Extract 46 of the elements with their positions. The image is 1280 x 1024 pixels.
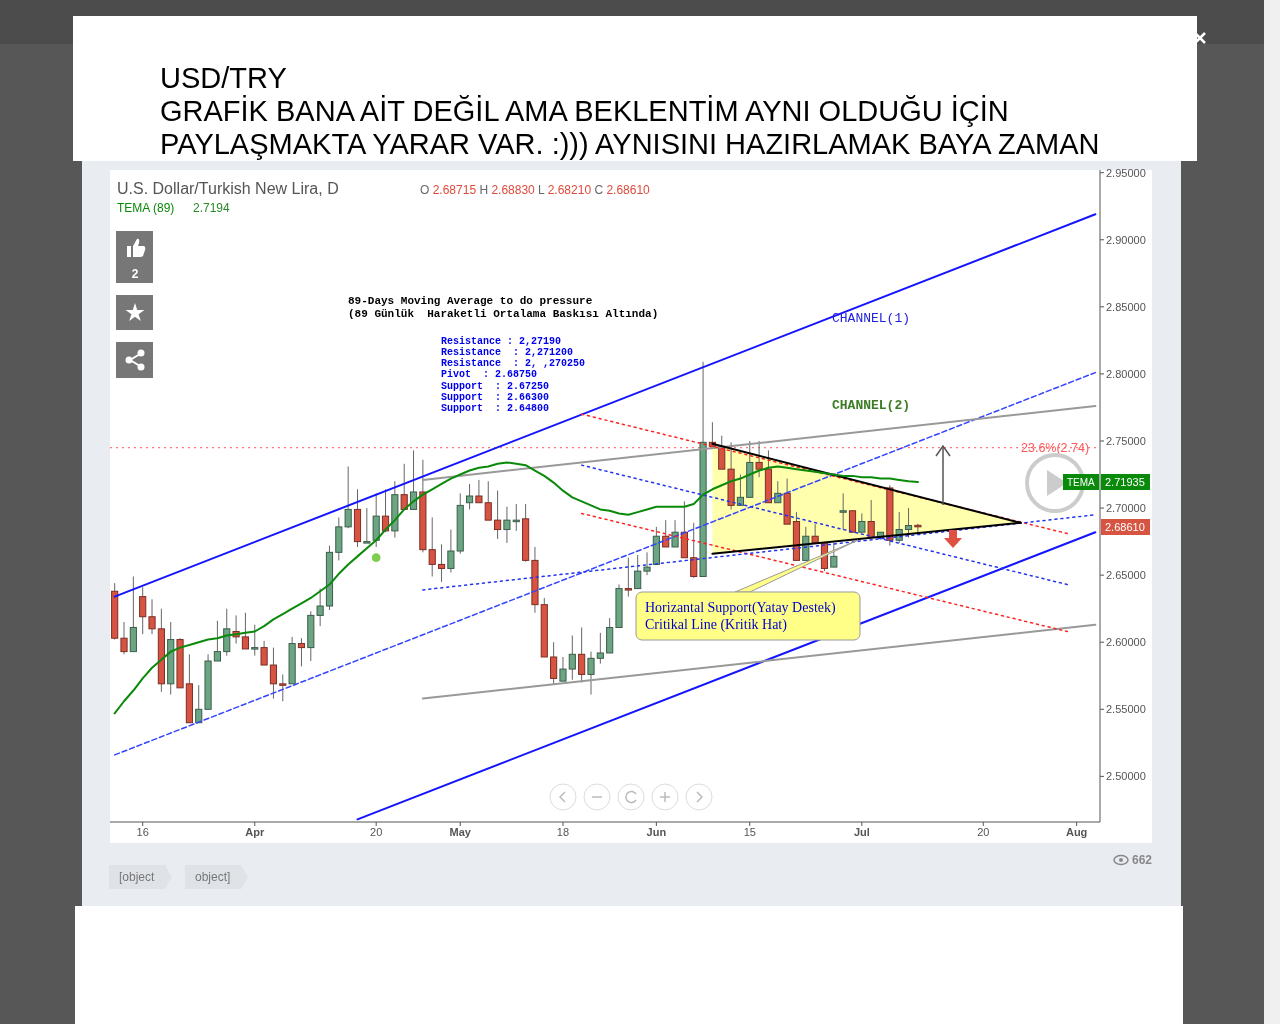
text: TEMA (89) [117, 201, 175, 215]
y-tick-label: 2.70000 [1106, 502, 1146, 515]
x-tick-label: Aug [1065, 826, 1088, 838]
annotation: Resistance : 2,271200 [441, 347, 574, 358]
x-tick-label: 20 [977, 826, 990, 838]
annotation: Horizantal Support(Yatay Destek) [645, 600, 836, 616]
annotation: Resistance : 2, ,270250 [441, 358, 586, 369]
annotation: O 2.68715 H 2.68830 L 2.68210 C 2.68610 [420, 183, 651, 197]
x-tick-label: 20 [370, 826, 383, 838]
annotation: 2 [131, 267, 139, 281]
annotation: Support : 2.66300 [441, 392, 550, 403]
annotation: CHANNEL(2) [832, 398, 911, 413]
annotation: Resistance : 2,27190 [441, 336, 562, 347]
annotation: CHANNEL(1) [832, 311, 911, 326]
x-tick-label: 15 [743, 826, 756, 838]
y-tick-label: 2.75000 [1106, 435, 1146, 447]
y-tick-label: 2.95000 [1106, 166, 1146, 179]
annotation: Critikal Line (Kritik Hat) [645, 617, 788, 633]
text: 2.71935 [1105, 476, 1145, 488]
y-tick-label: 2.65000 [1106, 569, 1146, 582]
text: 2.68610 [1105, 521, 1145, 533]
y-tick-label: 2.55000 [1106, 703, 1146, 716]
text: U.S. Dollar/Turkish New Lira, D [117, 180, 339, 197]
y-tick-label: 2.50000 [1106, 770, 1146, 783]
y-tick-label: 2.80000 [1106, 367, 1146, 380]
y-tick-label: 2.85000 [1106, 300, 1146, 313]
annotation: (89 Günlük Haraketli Ortalama Baskısı Altında) [348, 308, 659, 320]
x-tick-label: 16 [136, 826, 149, 838]
x-tick-label: Jul [853, 826, 870, 838]
text: object] [195, 870, 231, 884]
annotation: TEMA [1067, 477, 1096, 488]
annotation: Pivot : 2.68750 [441, 369, 538, 380]
annotation: 2.7194 [193, 201, 231, 215]
ref-line-label: 23.6%(2.74) [1021, 440, 1090, 455]
text: 662 [1132, 853, 1153, 867]
annotation: Support : 2.67250 [441, 381, 550, 392]
chart-title: USD/TRY GRAFİK BANA AİT DEĞİL AMA BEKLENTİM AYNI OLDUĞU İÇİN PAYLAŞMAKTA YARAR VAR. :))) AYNISINI HAZIRLAMAK BAYA ZAMAN [160, 62, 1100, 160]
x-tick-label: Jun [646, 826, 667, 838]
x-tick-label: Apr [245, 826, 265, 838]
annotation: Support : 2.64800 [441, 403, 550, 414]
y-tick-label: 2.60000 [1106, 636, 1146, 649]
x-tick-label: 18 [556, 826, 570, 838]
annotation: 89-Days Moving Average to do pressure [348, 295, 593, 307]
text: [object [119, 870, 156, 884]
y-tick-label: 2.90000 [1106, 233, 1146, 246]
x-tick-label: May [449, 826, 472, 838]
